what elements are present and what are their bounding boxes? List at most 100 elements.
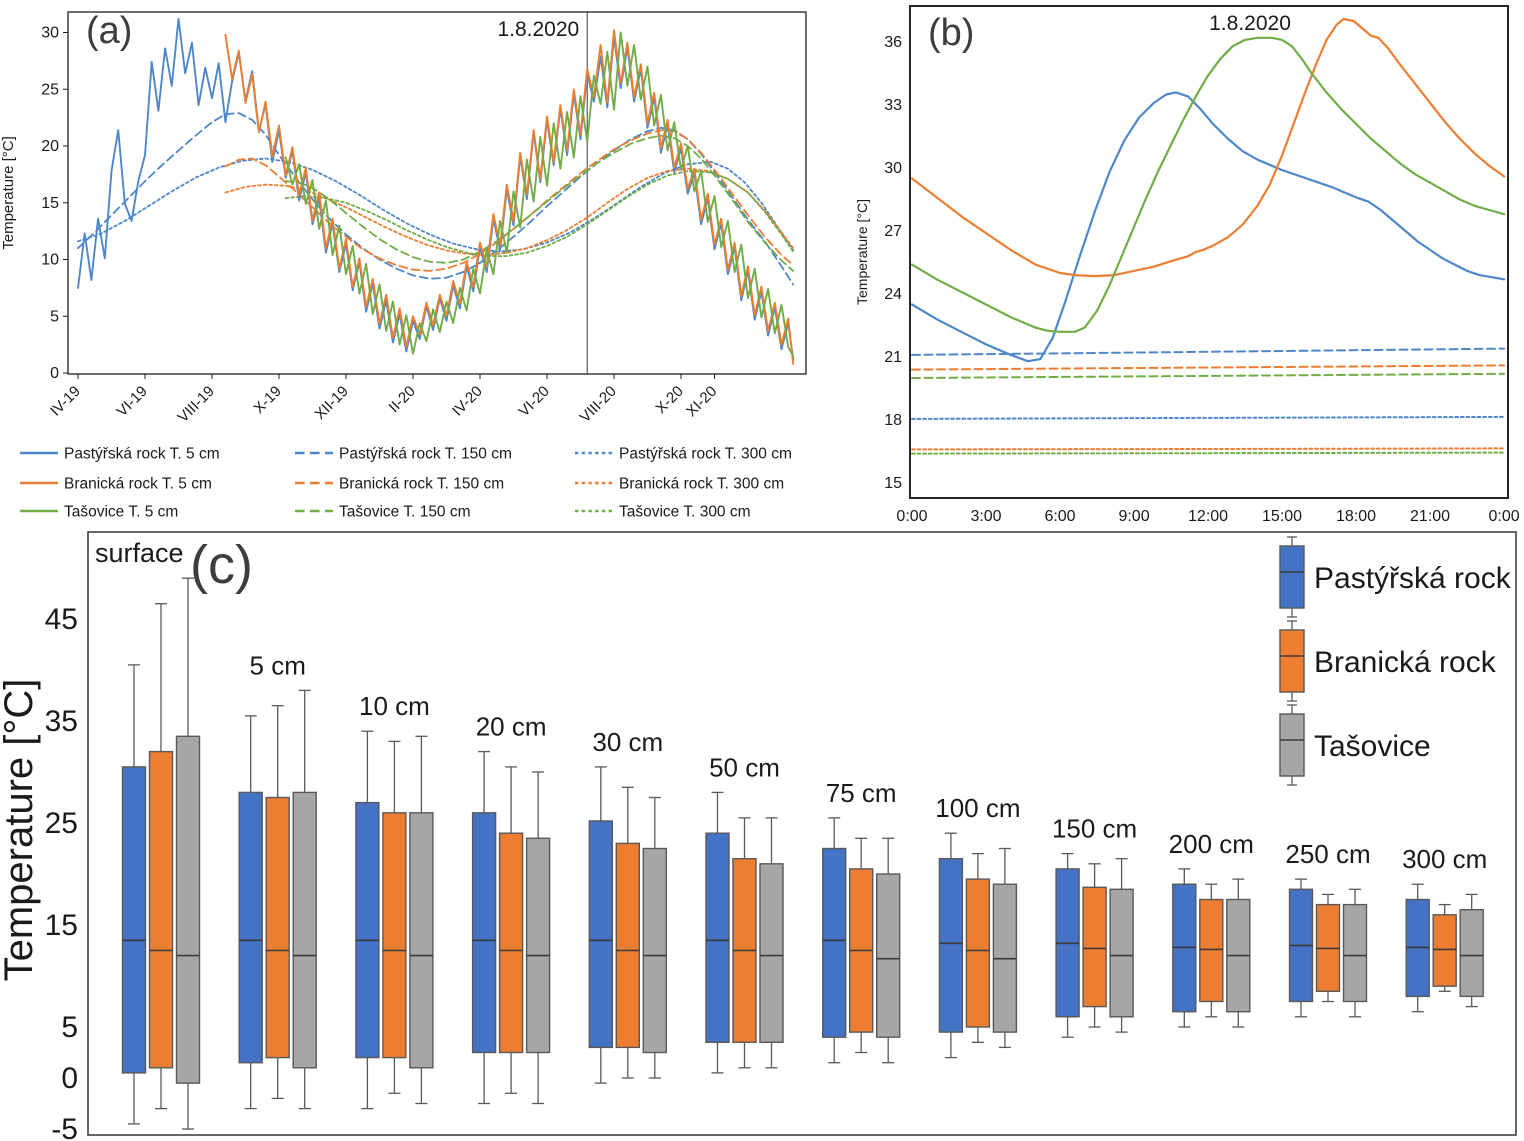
c-box-Pastýřská rock [1288,878,1314,1018]
c-legend-box-glyph [1279,629,1305,693]
a-legend-item: Branická rock T. 150 cm [295,476,504,493]
c-box-Branická rock [1082,863,1107,1028]
a-legend-label: Tašovice T. 300 cm [619,504,751,521]
c-group-label: 250 cm [1285,839,1370,869]
b-xtick: 18:00 [1336,508,1376,525]
a-legend-item: Branická rock T. 300 cm [575,476,784,493]
panel-a-seasonal-line-chart: 0 5 10 15 20 25 30 Temperature [°C] IV-19 VI-19 VI… [0,11,807,521]
a-xtick: XI-20 [683,383,720,420]
a-xtick: XII-19 [312,383,352,423]
c-ylabel: Temperature [°C] [0,679,41,982]
c-boxplot-group-100-cm: 100 cm [935,793,1021,1059]
a-legend-label: Pastýřská rock T. 300 cm [619,446,792,463]
c-ytick: 25 [45,807,78,840]
a-legend-item: Pastýřská rock T. 150 cm [295,446,512,463]
c-box-Tašovice [292,689,317,1110]
c-box-Branická rock [1315,893,1341,1003]
a-xtick: II-20 [386,383,419,416]
a-legend-label: Pastýřská rock T. 5 cm [64,446,220,463]
b-ytick: 27 [884,223,902,240]
a-legend-label: Branická rock T. 300 cm [619,476,784,493]
c-legend-label: Tašovice [1314,730,1431,763]
c-box-Pastýřská rock [705,791,730,1074]
c-box-Branická rock [265,705,290,1100]
a-legend-label: Tašovice T. 150 cm [339,504,471,521]
b-ytick: 18 [884,412,902,429]
c-box-Tašovice [1109,858,1134,1033]
c-box-Tašovice [642,796,667,1079]
c-boxplot-group-10-cm: 10 cm [355,691,434,1110]
a-ytick: 15 [41,195,59,212]
series-Branická rock T. 150 cm [911,364,1506,371]
c-box-Branická rock [849,837,874,1054]
b-xtick: 0:00 [1489,508,1520,525]
series-Tašovice T. 300 cm [911,451,1506,455]
a-legend-item: Tašovice T. 150 cm [295,504,471,521]
c-group-label: 150 cm [1052,814,1137,844]
c-box-Tašovice [992,847,1018,1049]
c-box-Pastýřská rock [822,817,847,1064]
c-box-Pastýřská rock [1055,852,1080,1038]
panel-c-depth-boxplot-chart: -5 0 5 15 25 35 45 Temperature [°C] surface 5 cm 1… [0,531,1517,1141]
c-box-Pastýřská rock [588,766,613,1084]
c-legend-box-glyph [1279,713,1305,777]
c-group-label: 30 cm [592,727,663,757]
c-box-Tašovice [1342,888,1368,1018]
a-annotation-text: 1.8.2020 [497,18,579,41]
b-xtick: 6:00 [1044,508,1075,525]
panel-b-label: (b) [928,12,975,54]
b-title: 1.8.2020 [1209,12,1291,35]
a-xtick: VI-20 [515,383,552,420]
series-Branická rock T. 5 cm [224,29,795,365]
c-group-label: 5 cm [250,650,306,680]
b-xtick: 21:00 [1410,508,1450,525]
series-Tašovice T. 5 cm [284,31,795,357]
a-legend-item: Pastýřská rock T. 5 cm [20,446,220,463]
c-boxplot-group-30-cm: 30 cm [588,727,667,1084]
series-Branická rock T. 150 cm [224,129,795,272]
c-box-Tašovice [759,817,784,1069]
c-boxplot-group-75-cm: 75 cm [822,778,901,1064]
c-boxplot-group-surface: surface [95,538,201,1130]
a-legend-label: Branická rock T. 150 cm [339,476,504,493]
c-box-Tašovice [525,771,551,1105]
a-xtick: IV-19 [47,383,84,420]
series-Pastýřská rock T. 150 cm [911,347,1506,356]
a-legend-item: Pastýřská rock T. 300 cm [575,446,792,463]
a-legend-label: Tašovice T. 5 cm [64,504,178,521]
a-xtick: VIII-20 [577,383,620,426]
a-xtick: VIII-19 [175,383,218,426]
series-Branická rock T. 300 cm [911,447,1506,451]
c-box-Pastýřská rock [355,730,380,1110]
c-box-Tašovice [409,735,434,1105]
b-ytick: 24 [884,286,902,303]
c-box-Branická rock [382,740,407,1094]
b-xtick: 0:00 [896,508,927,525]
c-boxplot-group-250-cm: 250 cm [1285,839,1371,1018]
c-box-Pastýřská rock [471,750,497,1105]
c-box-Branická rock [615,786,640,1079]
c-box-Tašovice [1226,878,1251,1028]
c-group-label: 50 cm [709,752,780,782]
b-ylabel: Temperature [°C] [854,199,870,305]
b-xtick: 3:00 [970,508,1001,525]
c-ytick: 35 [45,705,78,738]
b-ytick: 15 [884,475,902,492]
c-box-Pastýřská rock [121,664,147,1125]
b-xtick: 15:00 [1262,508,1302,525]
c-box-Branická rock [1199,883,1224,1018]
c-group-label: 10 cm [359,691,430,721]
c-box-Pastýřská rock [1172,868,1197,1028]
b-ytick: 33 [884,97,902,114]
panel-c-label: (c) [190,535,253,595]
a-ytick: 5 [50,308,59,325]
a-ytick: 0 [50,365,59,382]
c-ytick: 15 [45,909,78,942]
c-group-label: 20 cm [476,712,547,742]
a-ylabel: Temperature [°C] [0,136,17,250]
c-ytick: 0 [61,1062,78,1095]
series-Branická rock T. 5 cm [910,17,1506,278]
c-legend-item: Branická rock [1279,620,1497,702]
c-box-Pastýřská rock [938,832,964,1059]
